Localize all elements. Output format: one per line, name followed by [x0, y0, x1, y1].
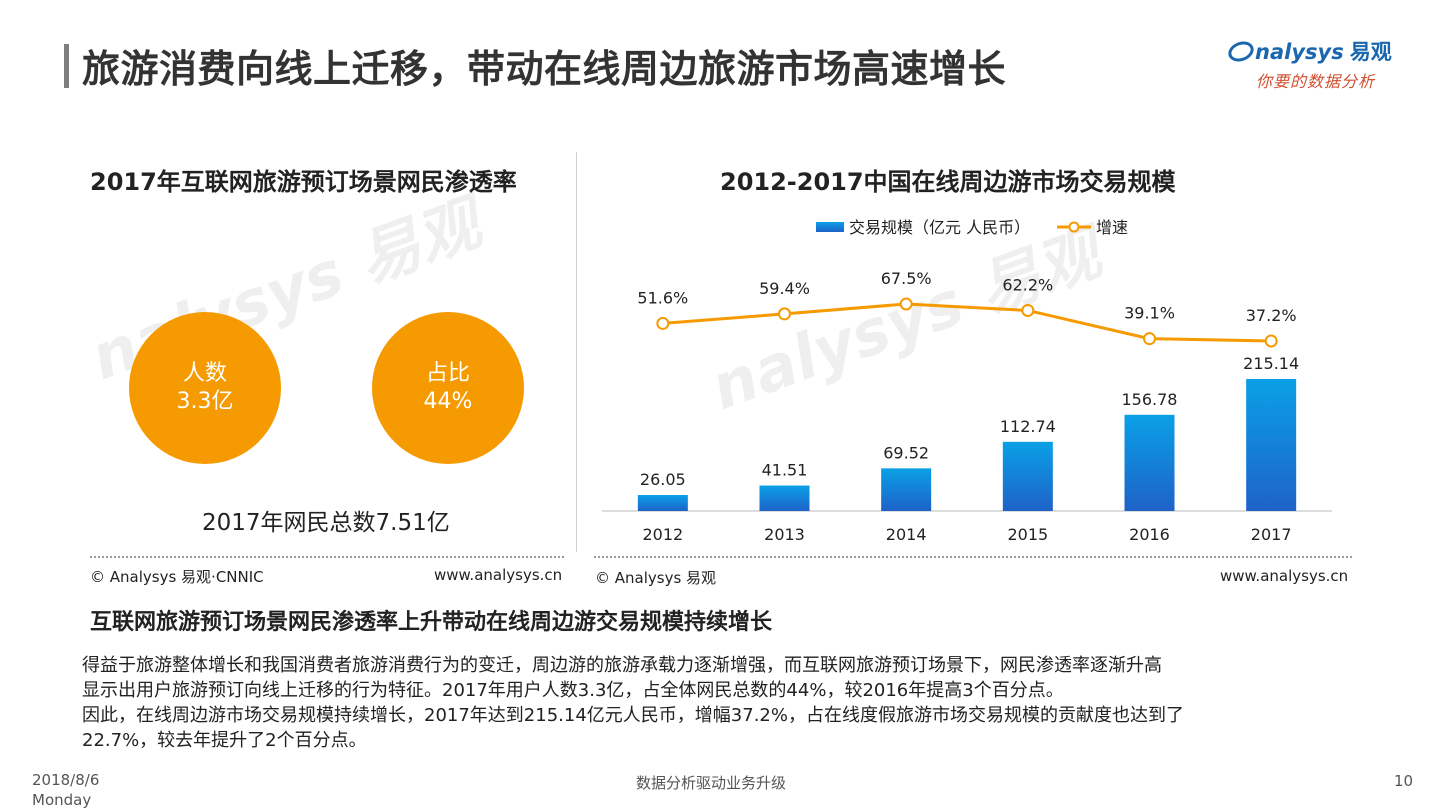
growth-label-2017: 37.2%	[1246, 306, 1297, 325]
legend-bar-label: 交易规模（亿元 人民币）	[849, 218, 1030, 237]
share-circle-value: 44%	[423, 389, 473, 414]
summary-heading: 互联网旅游预订场景网民渗透率上升带动在线周边游交易规模持续增长	[90, 610, 773, 635]
growth-label-2016: 39.1%	[1124, 304, 1175, 323]
x-tick-2013: 2013	[764, 525, 805, 544]
growth-point-2012	[656, 316, 670, 330]
users-circle: 人数 3.3亿	[129, 312, 281, 464]
growth-label-2012: 51.6%	[637, 288, 688, 307]
summary-line-3: 因此，在线周边游市场交易规模持续增长，2017年达到215.14亿元人民币，增幅…	[82, 705, 1184, 726]
market-size-chart: 交易规模（亿元 人民币） 增速 26.05 2012 41.51 2013 69.52 201…	[602, 218, 1332, 544]
x-tick-2014: 2014	[886, 525, 927, 544]
users-circle-label: 人数	[182, 361, 227, 386]
footer-date: 2018/8/6 Monday	[32, 770, 99, 810]
growth-point-2013	[778, 307, 791, 321]
logo-text: nalysys	[1255, 40, 1344, 64]
users-circle-value: 3.3亿	[176, 389, 234, 414]
growth-point-2017	[1264, 334, 1278, 348]
left-panel-title: 2017年互联网旅游预订场景网民渗透率	[90, 168, 517, 196]
left-dotted-divider	[90, 556, 564, 558]
page-number: 10	[1394, 772, 1414, 790]
legend-bar-swatch	[816, 222, 844, 232]
logo-cn: 易观	[1349, 40, 1392, 64]
bar-2012	[637, 495, 688, 511]
panel-divider	[576, 152, 577, 552]
x-tick-2016: 2016	[1129, 525, 1170, 544]
summary-line-1: 得益于旅游整体增长和我国消费者旅游消费行为的变迁，周边游的旅游承载力逐渐增强，而…	[82, 655, 1162, 676]
right-url[interactable]: www.analysys.cn	[1220, 567, 1349, 585]
bar-label-2016: 156.78	[1122, 390, 1178, 409]
summary-line-2: 显示出用户旅游预订向线上迁移的行为特征。2017年用户人数3.3亿，占全体网民总…	[82, 680, 1064, 701]
growth-point-2014	[899, 297, 913, 311]
share-circle-label: 占比	[425, 361, 470, 386]
logo-o-icon	[1225, 38, 1257, 65]
growth-point-2016	[1143, 332, 1156, 346]
growth-label-2015: 62.2%	[1002, 275, 1053, 294]
netizen-total: 2017年网民总数7.51亿	[202, 510, 450, 536]
bar-2013	[759, 485, 810, 511]
legend-line-marker	[1068, 221, 1080, 233]
bar-label-2017: 215.14	[1243, 354, 1299, 373]
bar-label-2014: 69.52	[883, 443, 929, 462]
growth-label-2014: 67.5%	[881, 269, 932, 288]
growth-label-2013: 59.4%	[759, 279, 810, 298]
growth-line	[662, 302, 1272, 343]
logo-tagline: 你要的数据分析	[1256, 72, 1376, 91]
logo-wordmark: nalysys 易观	[1225, 36, 1392, 66]
page-title: 旅游消费向线上迁移，带动在线周边旅游市场高速增长	[82, 47, 1007, 91]
growth-point-2015	[1021, 303, 1035, 317]
legend-line-label: 增速	[1096, 218, 1128, 237]
left-source: © Analysys 易观·CNNIC	[90, 568, 264, 586]
x-tick-2017: 2017	[1251, 525, 1292, 544]
left-url[interactable]: www.analysys.cn	[434, 566, 563, 584]
bar-2017	[1246, 379, 1297, 511]
bar-2016	[1124, 414, 1175, 511]
footer-date-value: 2018/8/6	[32, 771, 100, 789]
bar-label-2015: 112.74	[1000, 417, 1056, 436]
x-tick-2012: 2012	[642, 525, 683, 544]
footer-weekday: Monday	[32, 791, 92, 809]
analysys-logo: nalysys 易观 你要的数据分析	[1225, 36, 1418, 94]
share-circle: 占比 44%	[372, 312, 524, 464]
chart-title: 2012-2017中国在线周边游市场交易规模	[720, 168, 1176, 196]
bar-label-2012: 26.05	[640, 470, 686, 489]
bar-label-2013: 41.51	[762, 461, 808, 480]
summary-line-4: 22.7%，较去年提升了2个百分点。	[82, 730, 367, 751]
bar-2015	[1002, 441, 1053, 511]
bar-2014	[881, 468, 932, 511]
x-tick-2015: 2015	[1007, 525, 1048, 544]
footer-tagline: 数据分析驱动业务升级	[636, 774, 787, 792]
right-source: © Analysys 易观	[595, 569, 717, 587]
right-dotted-divider	[594, 556, 1352, 558]
title-accent-bar	[64, 44, 69, 88]
